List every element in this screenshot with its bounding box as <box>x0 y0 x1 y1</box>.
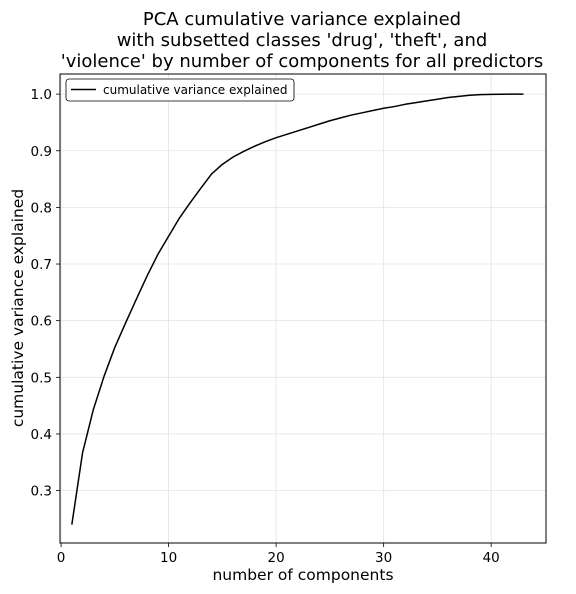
legend: cumulative variance explained <box>65 78 295 102</box>
chart-title-line-2: with subsetted classes 'drug', 'theft', … <box>117 30 488 51</box>
y-tick-label: 0.6 <box>31 314 52 330</box>
x-tick-label: 10 <box>160 550 177 566</box>
series-line-cumulative-variance <box>71 93 524 525</box>
x-tick-label: 20 <box>268 550 285 566</box>
x-axis-ticks: 0 10 20 30 40 <box>57 543 500 566</box>
y-tick-label: 1.0 <box>31 87 52 103</box>
legend-box <box>65 78 295 102</box>
y-tick-label: 0.9 <box>31 144 52 160</box>
y-axis-label: cumulative variance explained <box>9 189 27 427</box>
x-tick-label: 40 <box>483 550 500 566</box>
x-tick-label: 30 <box>375 550 392 566</box>
x-tick-label: 0 <box>57 550 66 566</box>
y-tick-label: 0.8 <box>31 200 52 216</box>
chart-title-line-3: 'violence' by number of components for a… <box>61 51 543 72</box>
legend-label: cumulative variance explained <box>103 83 288 97</box>
y-tick-label: 0.7 <box>31 257 52 273</box>
series-layer <box>71 93 524 525</box>
grid-lines <box>60 74 546 543</box>
chart-title-line-1: PCA cumulative variance explained <box>143 9 461 30</box>
plot-frame <box>59 73 547 544</box>
y-tick-label: 0.4 <box>31 427 52 443</box>
x-axis-label: number of components <box>212 566 393 584</box>
chart-title: PCA cumulative variance explained with s… <box>61 9 543 72</box>
y-axis-ticks: 0.3 0.4 0.5 0.6 0.7 0.8 0.9 1.0 <box>31 87 60 500</box>
y-tick-label: 0.5 <box>31 370 52 386</box>
y-tick-label: 0.3 <box>31 484 52 500</box>
